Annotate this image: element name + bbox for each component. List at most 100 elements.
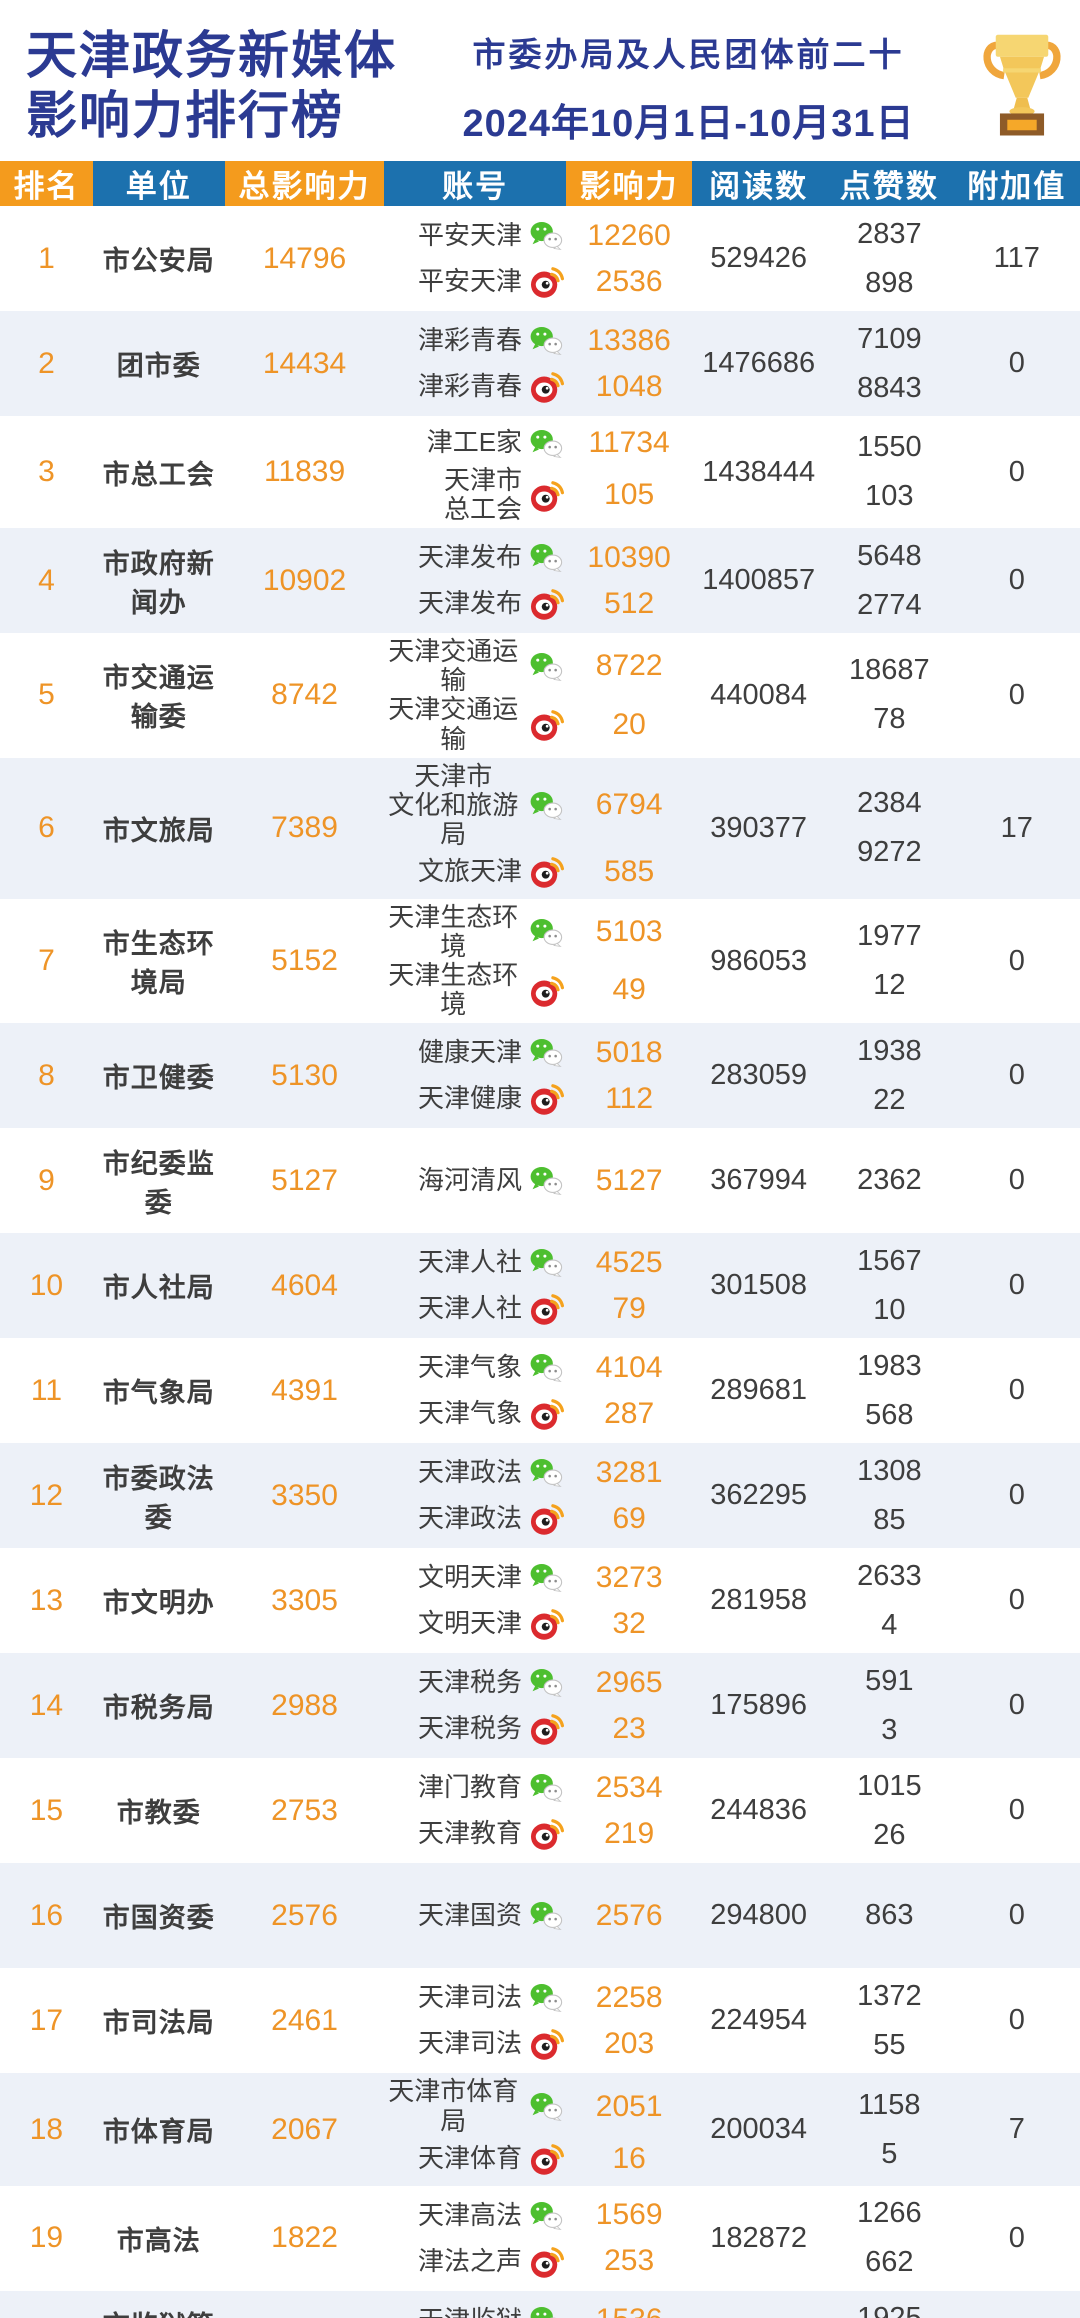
accounts-cell: 天津气象 4104 天津气象 287 (384, 1345, 692, 1437)
account-name: 文明天津 (418, 1608, 523, 1639)
account-name: 天津市 文化和旅游局 (388, 760, 519, 849)
account-name: 海河清风 (418, 1165, 523, 1196)
rank-cell: 1 (38, 241, 55, 275)
total-influence-cell: 5127 (271, 1163, 338, 1197)
wechat-icon (529, 1245, 564, 1280)
unit-cell: 市税务局 (102, 1693, 215, 1724)
influence-value: 112 (605, 1081, 654, 1115)
wechat-icon (529, 1770, 564, 1805)
account-name-wrap: 天津税务 (384, 1711, 566, 1746)
rank-cell: 8 (38, 1058, 55, 1092)
influence-value: 2051 (595, 2089, 663, 2123)
account-name: 津法之声 (418, 2245, 523, 2276)
account-name-wrap: 天津教育 (384, 1816, 566, 1851)
likes-cell: 7109 8843 (825, 323, 954, 405)
influence-value: 2965 (595, 1665, 663, 1699)
account-line: 平安天津 12260 (384, 213, 692, 259)
account-name-wrap: 天津交通运输 (384, 695, 566, 753)
total-influence-cell: 2753 (271, 1793, 338, 1827)
reads-cell: 390377 (710, 811, 808, 844)
reads-cell: 244836 (710, 1794, 808, 1827)
accounts-cell: 天津生态环境 5103 天津生态环境 49 (384, 902, 692, 1019)
influence-value: 8722 (595, 649, 663, 683)
likes-value: 2633 (857, 1559, 922, 1592)
influence-value: 13386 (587, 323, 671, 357)
wechat-icon (529, 1980, 564, 2015)
account-name: 天津人社 (418, 1293, 523, 1324)
account-name-wrap: 天津监狱 (384, 2303, 566, 2318)
total-influence-cell: 2988 (271, 1688, 338, 1722)
rank-cell: 16 (29, 1898, 64, 1932)
account-name-wrap: 天津气象 (384, 1396, 566, 1431)
subtitle-block: 市委办局及人民团体前二十 2024年10月1日-10月31日 (397, 28, 980, 147)
extra-value-cell: 0 (1008, 1584, 1025, 1617)
reads-cell: 281958 (710, 1584, 808, 1617)
reads-cell: 283059 (710, 1059, 808, 1092)
unit-cell: 市委政法委 (102, 1463, 215, 1533)
influence-value: 49 (612, 973, 646, 1007)
account-name-wrap: 天津人社 (384, 1245, 566, 1280)
account-line: 天津监狱 1536 (384, 2297, 692, 2318)
influence-value: 2576 (595, 1898, 663, 1932)
account-name-wrap: 天津生态环境 (384, 961, 566, 1019)
weibo-icon (529, 1081, 565, 1116)
weibo-icon (529, 2141, 565, 2176)
likes-value: 9272 (857, 836, 922, 869)
total-influence-cell: 5152 (271, 944, 338, 978)
weibo-icon (529, 2026, 565, 2061)
account-name: 天津市 总工会 (444, 465, 523, 525)
likes-value: 2837 (857, 217, 922, 250)
wechat-icon (529, 2089, 564, 2124)
likes-value: 1015 (857, 1769, 922, 1802)
account-line: 海河清风 5127 (384, 1158, 692, 1204)
likes-cell: 1308 85 (825, 1455, 954, 1537)
likes-value: 863 (865, 1899, 914, 1932)
wechat-icon (529, 1350, 564, 1385)
account-line: 文明天津 3273 (384, 1555, 692, 1601)
likes-cell: 2362 (825, 1164, 954, 1197)
likes-cell: 5648 2774 (825, 540, 954, 622)
account-name: 天津人社 (418, 1247, 523, 1278)
likes-value: 1925 (825, 2302, 954, 2318)
weibo-icon (529, 2244, 565, 2279)
account-name-wrap: 文明天津 (384, 1560, 566, 1595)
weibo-icon (529, 1711, 565, 1746)
account-line: 天津人社 4525 (384, 1240, 692, 1286)
account-name-wrap: 天津国资 (384, 1898, 566, 1933)
account-name: 文明天津 (418, 1562, 523, 1593)
likes-cell: 2384 9272 (825, 787, 954, 869)
likes-value: 2384 (857, 787, 922, 820)
unit-cell: 市气象局 (102, 1378, 215, 1409)
likes-value: 591 (865, 1664, 914, 1697)
accounts-cell: 健康天津 5018 天津健康 112 (384, 1030, 692, 1122)
wechat-icon (529, 1163, 564, 1198)
extra-value-cell: 0 (1008, 455, 1025, 488)
wechat-icon (529, 1035, 564, 1070)
table-row: 3 市总工会 11839 津工E家 11734 天津市 总工会 105 1438444 1550… (0, 416, 1080, 528)
table-row: 1 市公安局 14796 平安天津 12260 平安天津 2536 529426 2837 898… (0, 206, 1080, 311)
influence-value: 585 (604, 854, 655, 888)
weibo-icon (529, 369, 565, 404)
table-row: 11 市气象局 4391 天津气象 4104 天津气象 287 289681 1983 568 0 (0, 1338, 1080, 1443)
table-row: 8 市卫健委 5130 健康天津 5018 天津健康 112 283059 1938 22 0 (0, 1023, 1080, 1129)
influence-value: 79 (612, 1291, 646, 1325)
account-name-wrap: 平安天津 (384, 218, 566, 253)
influence-value: 2534 (595, 1770, 663, 1804)
likes-cell: 1977 12 (825, 920, 954, 1002)
unit-cell: 市政府新闻办 (102, 548, 215, 618)
account-line: 文明天津 32 (384, 1601, 692, 1647)
account-name: 天津体育 (418, 2143, 523, 2174)
extra-value-cell: 0 (1008, 347, 1025, 379)
likes-value: 103 (865, 480, 914, 513)
account-name: 天津政法 (418, 1457, 523, 1488)
influence-value: 69 (612, 1501, 646, 1535)
likes-cell: 1983 568 (825, 1350, 954, 1432)
likes-value: 1266 (857, 2197, 922, 2230)
account-name-wrap: 天津司法 (384, 1980, 566, 2015)
extra-value-cell: 7 (1008, 2113, 1025, 2146)
likes-value: 2362 (857, 1164, 922, 1197)
extra-value-cell: 0 (1008, 1479, 1025, 1512)
extra-value-cell: 117 (993, 242, 1040, 274)
likes-value: 898 (865, 266, 914, 299)
rank-cell: 5 (38, 678, 55, 712)
